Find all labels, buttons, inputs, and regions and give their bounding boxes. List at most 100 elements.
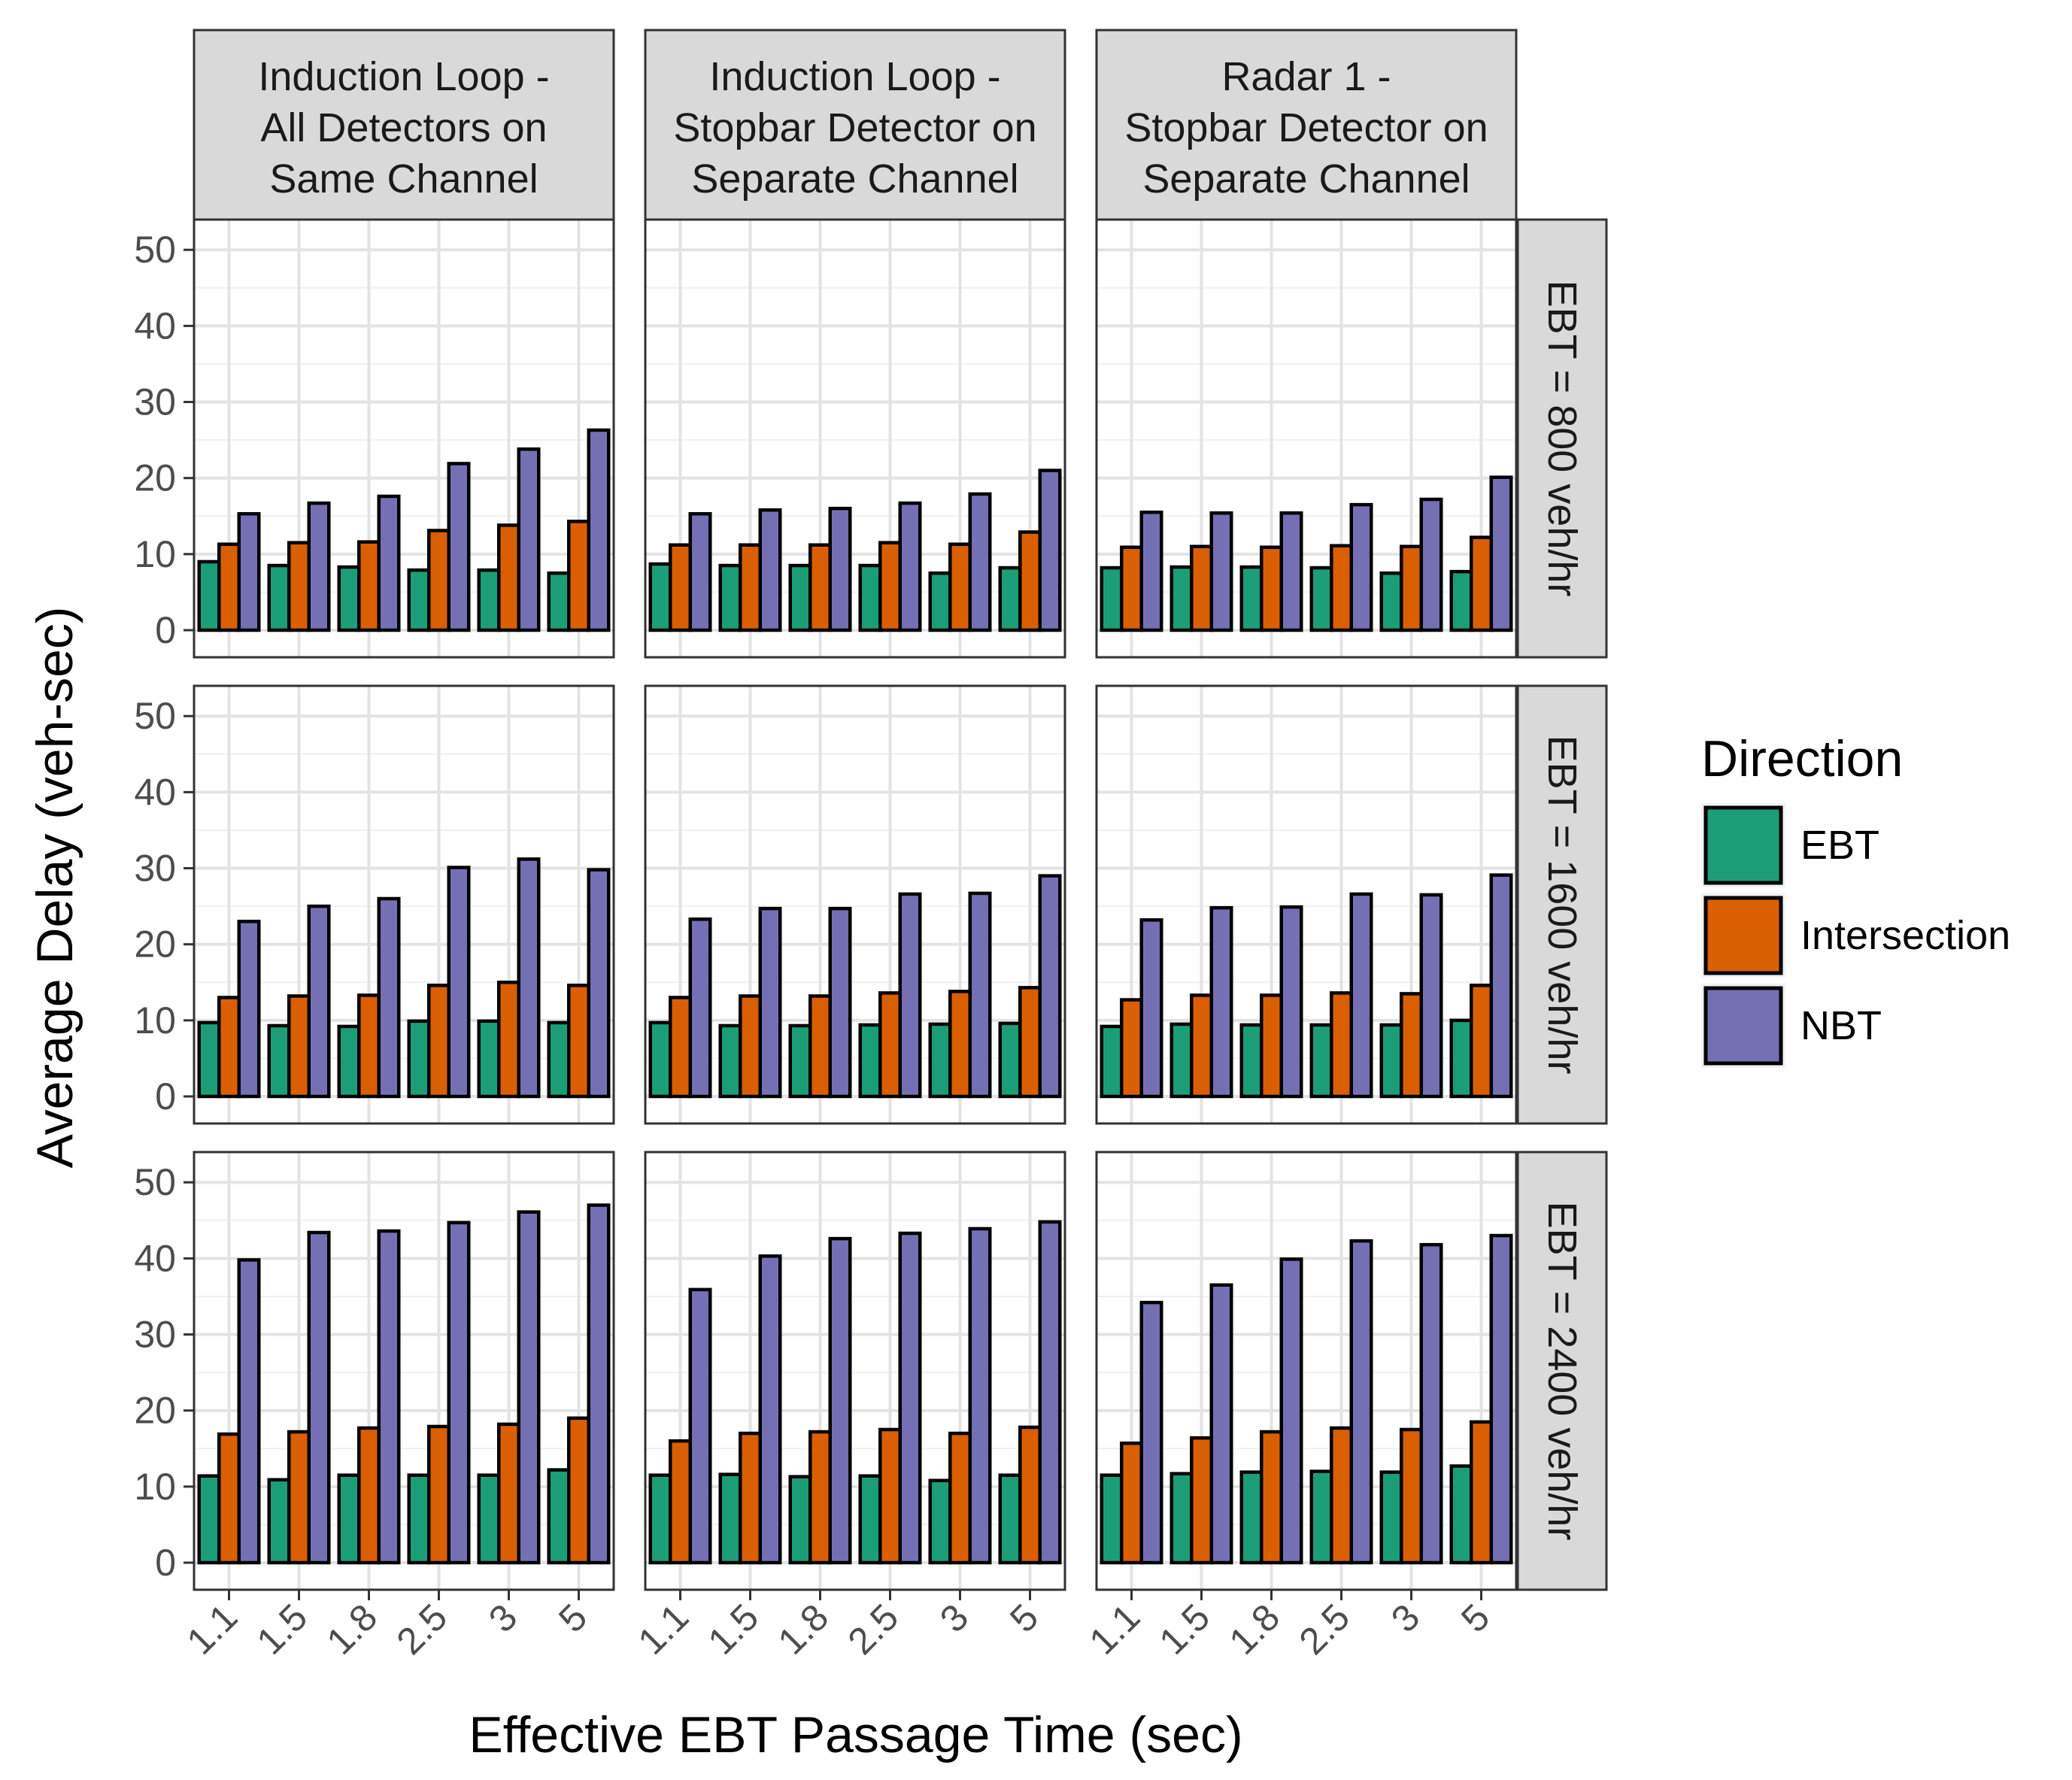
panel-background: [194, 686, 614, 1123]
bar-nbt: [1419, 1242, 1443, 1565]
panel-border: [644, 684, 1066, 1125]
bar-nbt: [307, 501, 331, 632]
panel-border: [1095, 1151, 1518, 1591]
bar-intersection: [357, 1426, 381, 1565]
facet-strips: Induction Loop - All Detectors on Same Cha…: [193, 29, 1608, 1591]
column-strip-label: Separate Channel: [1142, 156, 1470, 202]
bar-ebt: [197, 1474, 221, 1565]
row-strip-label: EBT = 800 veh/hr: [1540, 280, 1585, 597]
bar-nbt: [1038, 874, 1062, 1099]
row-strip: EBT = 1600 veh/hr: [1516, 684, 1608, 1125]
column-strip-label: Stopbar Detector on: [1124, 105, 1488, 150]
bar-ebt: [1169, 565, 1194, 632]
bar-nbt: [237, 1258, 261, 1565]
y-tick-label: 20: [134, 1390, 176, 1432]
bar-intersection: [878, 991, 902, 1099]
column-strip-label: Stopbar Detector on: [673, 105, 1036, 150]
bar-intersection: [567, 1416, 590, 1565]
bar-nbt: [1139, 1300, 1163, 1565]
bar-intersection: [948, 990, 972, 1099]
y-tick-label: 30: [134, 848, 176, 890]
bar-intersection: [217, 542, 241, 632]
column-strip-label: Induction Loop -: [709, 54, 1000, 99]
y-tick-label: 10: [134, 1466, 176, 1508]
bar-intersection: [1400, 544, 1423, 632]
panel-border: [644, 1151, 1066, 1591]
bar-intersection: [427, 529, 451, 632]
legend-label: EBT: [1800, 823, 1879, 868]
y-tick-label: 50: [134, 229, 176, 271]
bar-nbt: [447, 462, 471, 632]
bar-ebt: [718, 1023, 742, 1099]
bar-intersection: [287, 1430, 311, 1565]
legend-swatch: [1703, 805, 1783, 885]
panel-background: [194, 1152, 614, 1590]
strip-background: [1516, 218, 1608, 659]
bar-ebt: [197, 1020, 221, 1099]
column-strip-label: Same Channel: [269, 156, 538, 202]
bar-intersection: [1120, 545, 1143, 632]
bar-ebt: [1379, 1023, 1403, 1099]
bar-nbt: [898, 1231, 922, 1565]
bar-intersection: [739, 994, 762, 1099]
bar-ebt: [1379, 1470, 1403, 1565]
strip-background: [1095, 29, 1518, 221]
bar-ebt: [1169, 1472, 1194, 1565]
bar-ebt: [547, 1020, 571, 1099]
panel-background: [645, 686, 1065, 1123]
bar-nbt: [1279, 1257, 1303, 1565]
bar-nbt: [898, 501, 922, 632]
bar-nbt: [1038, 1220, 1062, 1565]
bar-ebt: [648, 1473, 672, 1565]
bar-nbt: [828, 906, 852, 1099]
bar-intersection: [808, 543, 832, 632]
y-tick-label: 40: [134, 1237, 176, 1279]
panel-border: [1095, 684, 1518, 1125]
row-strip: EBT = 800 veh/hr: [1516, 218, 1608, 659]
bar-intersection: [1018, 530, 1042, 632]
bar-intersection: [1120, 1441, 1143, 1565]
bar-ebt: [1100, 1024, 1124, 1099]
bar-intersection: [567, 984, 590, 1099]
bar-ebt: [337, 565, 361, 632]
panel-r2-c3: [1095, 684, 1518, 1125]
bar-ebt: [1239, 565, 1264, 632]
bar-intersection: [808, 1430, 832, 1565]
bar-nbt: [1139, 918, 1163, 1099]
bar-nbt: [1209, 905, 1233, 1099]
bar-ebt: [998, 566, 1022, 632]
x-axis-title: Effective EBT Passage Time (sec): [469, 1706, 1242, 1763]
panel-r1-c3: [1095, 218, 1518, 659]
bar-nbt: [237, 920, 261, 1099]
bar-nbt: [1279, 905, 1303, 1099]
bar-ebt: [197, 559, 221, 632]
y-tick-label: 40: [134, 305, 176, 347]
bar-intersection: [217, 1432, 241, 1565]
bar-nbt: [587, 868, 611, 1099]
bar-ebt: [1449, 1464, 1473, 1565]
bar-ebt: [1449, 1018, 1473, 1099]
bar-ebt: [998, 1473, 1022, 1565]
bar-nbt: [307, 904, 331, 1099]
panel-r3-c3: [1095, 1151, 1518, 1591]
bar-nbt: [1419, 497, 1443, 632]
y-tick-label: 30: [134, 1314, 176, 1356]
bar-ebt: [1169, 1022, 1194, 1099]
legend-title: Direction: [1701, 730, 1903, 787]
panel-background: [1097, 1152, 1516, 1590]
bar-intersection: [948, 542, 972, 632]
panel-border: [193, 1151, 615, 1591]
panel-r2-c2: [644, 684, 1066, 1125]
bar-nbt: [1038, 469, 1062, 632]
bar-nbt: [517, 1210, 541, 1565]
bar-intersection: [357, 540, 381, 632]
bar-intersection: [669, 996, 692, 1099]
bar-intersection: [1018, 986, 1042, 1099]
bar-nbt: [1349, 502, 1373, 632]
bar-ebt: [998, 1021, 1022, 1099]
bar-ebt: [1309, 566, 1333, 632]
bar-intersection: [1470, 535, 1493, 632]
bar-intersection: [497, 523, 520, 632]
legend-swatch: [1703, 896, 1783, 975]
bar-nbt: [968, 492, 992, 632]
